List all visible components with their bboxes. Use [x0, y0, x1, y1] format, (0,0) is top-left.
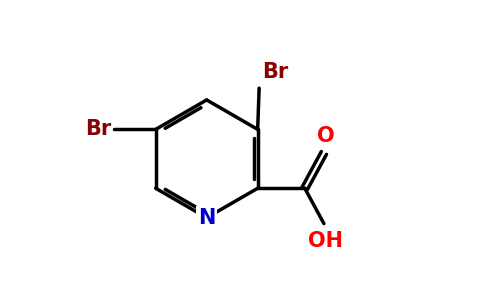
Text: Br: Br — [85, 119, 111, 140]
Text: N: N — [198, 208, 215, 228]
Text: O: O — [317, 126, 334, 146]
Text: OH: OH — [308, 231, 343, 251]
Text: Br: Br — [262, 62, 288, 82]
